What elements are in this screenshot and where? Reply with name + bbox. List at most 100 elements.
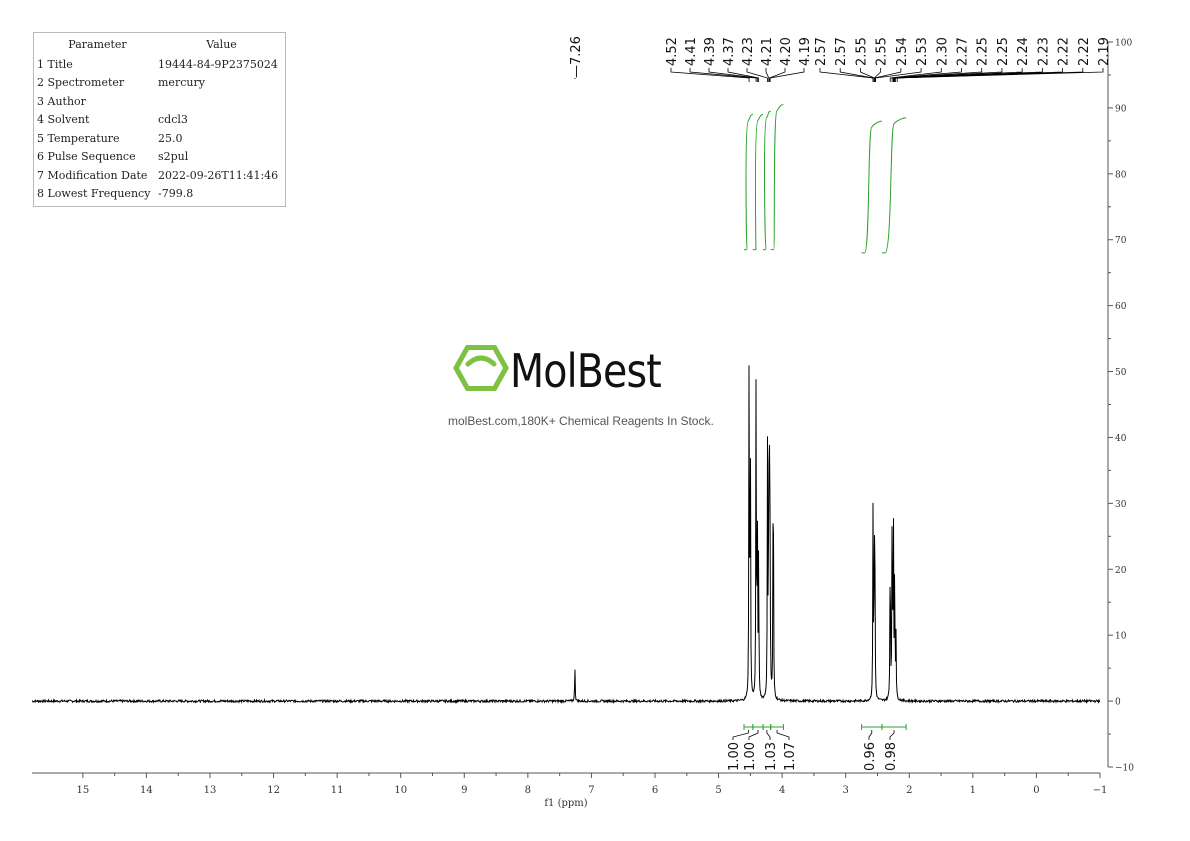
peak-label: 2.57: [814, 37, 829, 66]
peak-leader: [769, 68, 786, 82]
peak-label: 4.21: [760, 37, 775, 66]
integral-leader: [868, 730, 873, 740]
x-tick-label: 0: [1033, 785, 1039, 796]
x-tick-label: 15: [76, 785, 89, 796]
peak-leader: [746, 68, 768, 82]
y-tick-label: 0: [1115, 698, 1121, 708]
integral-leader: [732, 730, 749, 740]
peak-leader: [708, 68, 758, 82]
peak-leader: [893, 68, 1023, 82]
param-value: 19444-84-9P2375024: [158, 57, 278, 71]
param-value: 25.0: [158, 131, 183, 145]
peak-label: 2.25: [976, 37, 991, 66]
x-tick-label: 5: [715, 785, 721, 796]
integral-curve: [744, 114, 753, 251]
integral-value-label: 1.03: [764, 742, 779, 771]
integral-curve: [763, 110, 771, 251]
x-tick-label: 13: [204, 785, 217, 796]
peak-leader: [860, 68, 875, 82]
peak-leader: [727, 68, 760, 82]
peak-leader: [765, 68, 770, 82]
y-tick-label: −10: [1115, 764, 1134, 774]
param-name: 5 Temperature: [37, 131, 120, 145]
integral-curve: [881, 117, 907, 254]
integral-curve: [861, 120, 882, 254]
integral-curve: [752, 114, 764, 251]
param-name: 8 Lowest Frequency: [37, 187, 151, 201]
peak-label: 4.23: [741, 37, 756, 66]
y-tick-label: 50: [1115, 368, 1127, 378]
peak-leader: [889, 68, 942, 82]
param-name: 6 Pulse Sequence: [37, 150, 136, 164]
watermark-name: MolBest: [510, 344, 662, 398]
y-tick-label: 90: [1115, 104, 1127, 114]
peak-label: 2.25: [996, 37, 1011, 66]
x-tick-label: 1: [970, 785, 976, 796]
peak-label: 4.39: [703, 37, 718, 66]
peak-label: 4.20: [779, 37, 794, 66]
peak-label: 2.19: [1097, 37, 1112, 66]
integral-leader: [776, 730, 790, 740]
x-tick-label: 12: [267, 785, 280, 796]
peak-label: 2.24: [1016, 37, 1031, 66]
peak-leader: [670, 68, 750, 82]
peak-label: 2.55: [854, 37, 869, 66]
x-tick-label: −1: [1093, 785, 1108, 796]
x-tick-label: 3: [843, 785, 849, 796]
param-value: 2022-09-26T11:41:46: [158, 168, 279, 182]
peak-label: 2.27: [956, 37, 971, 66]
param-name: 1 Title: [37, 57, 73, 71]
y-tick-label: 60: [1115, 302, 1127, 312]
x-axis-label: f1 (ppm): [544, 798, 587, 809]
spectrum-line: [31, 365, 1101, 705]
peak-labels: —7.26 4.52 4.41 4.39 4.37 4.23 4.21 4.20 4.19 2.5…: [569, 36, 1112, 82]
y-tick-label: 30: [1115, 500, 1127, 510]
x-tick-label: 14: [140, 785, 153, 796]
watermark-tagline: molBest.com,180K+ Chemical Reagents In S…: [448, 414, 714, 428]
x-tick-label: 6: [652, 785, 658, 796]
table-row: 1 Title 19444-84-9P2375024: [34, 55, 285, 74]
y-tick-label: 10: [1115, 632, 1127, 642]
table-row: 3 Author: [34, 92, 285, 111]
y-tick-label: 80: [1115, 170, 1127, 180]
molbest-watermark: MolBest molBest.com,180K+ Chemical Reage…: [448, 342, 752, 432]
param-value: mercury: [158, 76, 205, 90]
y-tick-label: 40: [1115, 434, 1127, 444]
peak-label: 2.30: [935, 37, 950, 66]
peak-leader: [896, 68, 1104, 82]
table-row: 7 Modification Date 2022-09-26T11:41:46: [34, 166, 285, 185]
param-name: 7 Modification Date: [37, 168, 148, 182]
param-name: 2 Spectrometer: [37, 76, 125, 90]
peak-leader: [819, 68, 874, 82]
param-value: s2pul: [158, 150, 189, 164]
integral-value-label: 1.00: [743, 742, 758, 771]
integral-value-label: 1.00: [727, 742, 742, 771]
header-value: Value: [206, 37, 237, 51]
parameter-table: Parameter Value 1 Title 19444-84-9P237502…: [33, 32, 286, 207]
x-tick-label: 7: [588, 785, 594, 796]
x-tick-label: 9: [461, 785, 467, 796]
peak-label: 2.55: [875, 37, 890, 66]
integral-leader: [766, 730, 771, 740]
peak-label: 2.23: [1036, 37, 1051, 66]
peak-label: 4.41: [684, 37, 699, 66]
integral-curve: [770, 104, 784, 251]
peak-leader: [892, 68, 1003, 82]
peak-label: 2.53: [915, 37, 930, 66]
integral-value-label: 1.07: [783, 742, 798, 771]
peak-label: 4.52: [665, 37, 680, 66]
table-row: 2 Spectrometer mercury: [34, 74, 285, 93]
x-tick-label: 8: [525, 785, 531, 796]
integral-curves: 1.00 1.00 1.03 1.07 0.96 0.98: [727, 104, 907, 771]
x-tick-label: 4: [779, 785, 785, 796]
integral-value-label: 0.96: [863, 742, 878, 771]
param-name: 4 Solvent: [37, 113, 90, 127]
table-row: 5 Temperature 25.0: [34, 129, 285, 148]
peak-label: 2.57: [834, 37, 849, 66]
x-tick-label: 2: [906, 785, 912, 796]
axes: 15 14 13 12 11 10 9 8 7 6 5 4 3 2 1 0 −1f1 (ppm)−1001020…: [32, 39, 1134, 809]
integral-value-label: 0.98: [884, 742, 899, 771]
peak-label: 4.19: [798, 37, 813, 66]
y-tick-label: 100: [1115, 39, 1132, 49]
